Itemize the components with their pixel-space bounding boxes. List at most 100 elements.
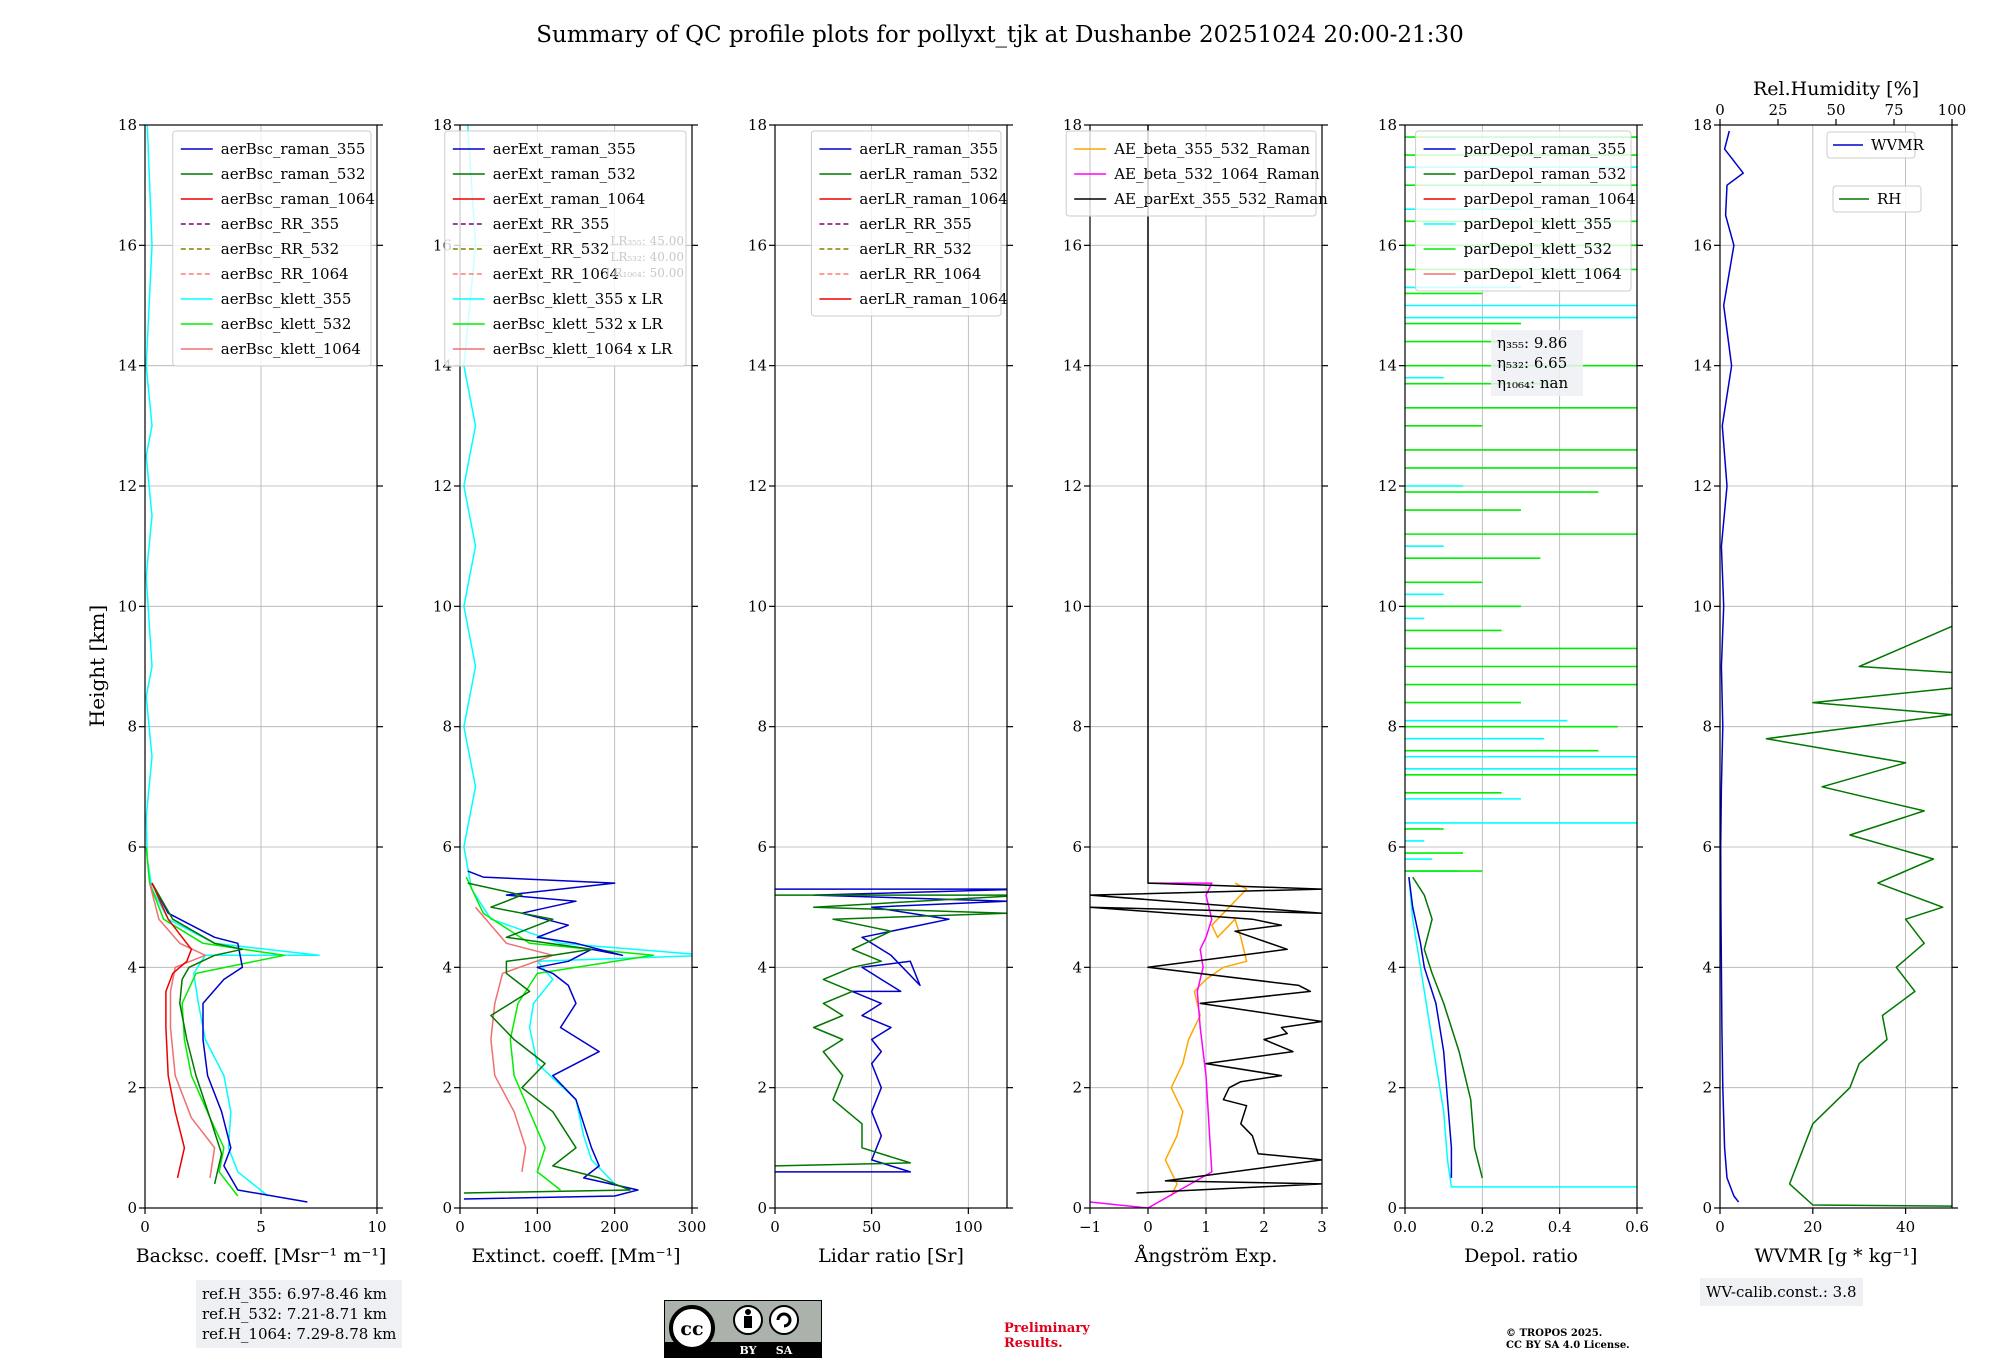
series-AE_parExt_355_532_Raman — [1090, 125, 1322, 1194]
top-x-tick-label: 0 — [1715, 101, 1725, 119]
refh-1064-text: ref.H_1064: 7.29-8.78 km — [202, 1325, 397, 1343]
eta-box — [1491, 330, 1583, 396]
x-axis-label: Depol. ratio — [1464, 1245, 1578, 1267]
sa-label: SA — [776, 1344, 793, 1357]
legend-label-aerBsc_RR_1064: aerBsc_RR_1064 — [221, 265, 349, 283]
series-RH — [1765, 581, 1952, 1207]
y-tick-label: 8 — [757, 718, 767, 736]
legend: aerExt_raman_355 aerExt_raman_532 aerExt_r… — [444, 130, 687, 367]
legend-label-aerBsc_klett_532 x LR: aerBsc_klett_532 x LR — [493, 315, 664, 333]
legend-label-aerLR_raman_1064: aerLR_raman_1064 — [859, 290, 1007, 308]
x-tick-label: 300 — [678, 1218, 707, 1236]
y-tick-label: 8 — [442, 718, 452, 736]
y-tick-label: 16 — [118, 236, 137, 254]
y-tick-label: 12 — [1693, 477, 1712, 495]
y-tick-label: 14 — [748, 357, 767, 375]
x-axis-label: Extinct. coeff. [Mm⁻¹] — [471, 1245, 680, 1267]
by-label: BY — [740, 1344, 757, 1357]
wv-calibration-box: WV-calib.const.: 3.8 — [1700, 1278, 1863, 1306]
y-tick-label: 12 — [748, 477, 767, 495]
legend-label-aerExt_RR_355: aerExt_RR_355 — [493, 215, 610, 233]
preliminary-results-note: Preliminary Results. — [1004, 1321, 1090, 1351]
legend-label-aerExt_raman_355: aerExt_raman_355 — [493, 140, 636, 158]
y-tick-label: 2 — [127, 1079, 137, 1097]
x-tick-label: 0 — [770, 1218, 780, 1236]
y-tick-label: 12 — [118, 477, 137, 495]
series-aerBsc_klett_1064 — [148, 882, 216, 1179]
y-tick-label: 0 — [1387, 1199, 1397, 1217]
legend-label-aerBsc_klett_1064: aerBsc_klett_1064 — [221, 340, 361, 358]
y-tick-label: 6 — [127, 838, 137, 856]
legend-label-parDepol_klett_532: parDepol_klett_532 — [1464, 240, 1613, 258]
y-tick-label: 12 — [1063, 477, 1082, 495]
legend-box — [1065, 130, 1317, 217]
y-tick-label: 16 — [748, 236, 767, 254]
y-tick-label: 4 — [1387, 958, 1397, 976]
legend-label-aerLR_raman_355: aerLR_raman_355 — [859, 140, 998, 158]
eta-text: η₅₃₂: 6.65 — [1497, 354, 1567, 372]
y-tick-label: 4 — [1702, 958, 1712, 976]
y-tick-label: 2 — [757, 1079, 767, 1097]
legend-label-aerLR_RR_1064: aerLR_RR_1064 — [859, 265, 981, 283]
y-tick-label: 18 — [433, 116, 452, 134]
eta-text: η₃₅₅: 9.86 — [1497, 334, 1567, 352]
series-group — [775, 888, 1007, 1173]
x-tick-label: 0.2 — [1470, 1218, 1494, 1236]
y-tick-label: 12 — [1378, 477, 1397, 495]
series-group — [1090, 125, 1322, 1208]
cc-logo-text: cc — [680, 1318, 703, 1340]
reference-height-box: ref.H_355: 6.97-8.46 km ref.H_532: 7.21-… — [196, 1280, 403, 1348]
legend-label-aerExt_raman_532: aerExt_raman_532 — [493, 165, 636, 183]
series-parDepol_raman_355 — [1408, 877, 1453, 1178]
legend-box — [1826, 131, 1916, 159]
y-tick-label: 14 — [1378, 357, 1397, 375]
y-tick-label: 0 — [1702, 1199, 1712, 1217]
y-tick-label: 0 — [442, 1199, 452, 1217]
wv-calib-text: WV-calib.const.: 3.8 — [1706, 1283, 1857, 1301]
y-tick-label: 8 — [127, 718, 137, 736]
y-tick-label: 6 — [442, 838, 452, 856]
series-AE_beta_532_1064_Raman — [1090, 882, 1213, 1208]
legend-label-aerLR_RR_355: aerLR_RR_355 — [859, 215, 971, 233]
preliminary-line-2: Results. — [1004, 1336, 1063, 1351]
legend-label-RH: RH — [1877, 190, 1901, 208]
eta-text: η₁₀₆₄: nan — [1497, 374, 1568, 392]
x-tick-label: 100 — [954, 1218, 983, 1236]
x-tick-label: 3 — [1317, 1218, 1327, 1236]
legend-label-aerBsc_RR_355: aerBsc_RR_355 — [221, 215, 339, 233]
y-tick-label: 10 — [748, 597, 767, 615]
legend: parDepol_raman_355 parDepol_raman_532 parD… — [1415, 130, 1636, 292]
series-group — [1720, 130, 1952, 1207]
y-tick-label: 12 — [433, 477, 452, 495]
y-tick-label: 4 — [757, 958, 767, 976]
top-x-tick-label: 75 — [1884, 101, 1903, 119]
top-x-tick-label: 25 — [1768, 101, 1787, 119]
legend-label-aerBsc_raman_532: aerBsc_raman_532 — [221, 165, 366, 183]
y-tick-label: 10 — [1063, 597, 1082, 615]
legend-label-parDepol_klett_355: parDepol_klett_355 — [1464, 215, 1613, 233]
legend-label-aerBsc_raman_1064: aerBsc_raman_1064 — [221, 190, 375, 208]
y-tick-label: 10 — [1693, 597, 1712, 615]
series-aerBsc_raman_355 — [151, 882, 308, 1203]
x-tick-label: 10 — [367, 1218, 386, 1236]
y-tick-label: 6 — [1702, 838, 1712, 856]
legend-label-aerBsc_RR_532: aerBsc_RR_532 — [221, 240, 339, 258]
legend-label-aerLR_RR_532: aerLR_RR_532 — [859, 240, 971, 258]
series-aerBsc_raman_532 — [151, 882, 244, 1185]
legend-box — [444, 130, 687, 367]
y-tick-label: 14 — [1063, 357, 1082, 375]
series-aerLR_raman_532 — [775, 894, 1007, 1167]
top-x-axis-label: Rel.Humidity [%] — [1753, 78, 1919, 100]
series-aerBsc_klett_532 — [145, 846, 285, 1197]
y-tick-label: 18 — [1378, 116, 1397, 134]
y-tick-label: 0 — [757, 1199, 767, 1217]
y-tick-label: 10 — [433, 597, 452, 615]
x-axis-label: Lidar ratio [Sr] — [818, 1245, 964, 1267]
legend-label-aerBsc_klett_355 x LR: aerBsc_klett_355 x LR — [493, 290, 664, 308]
copyright-line-2: CC BY SA 4.0 License. — [1506, 1340, 1630, 1351]
legend-box — [172, 130, 372, 367]
panel-1: 0 2 4 6 8 10 12 14 16 18 0 5 10 Backsc. coeff. [Msr⁻¹… — [118, 116, 387, 1267]
